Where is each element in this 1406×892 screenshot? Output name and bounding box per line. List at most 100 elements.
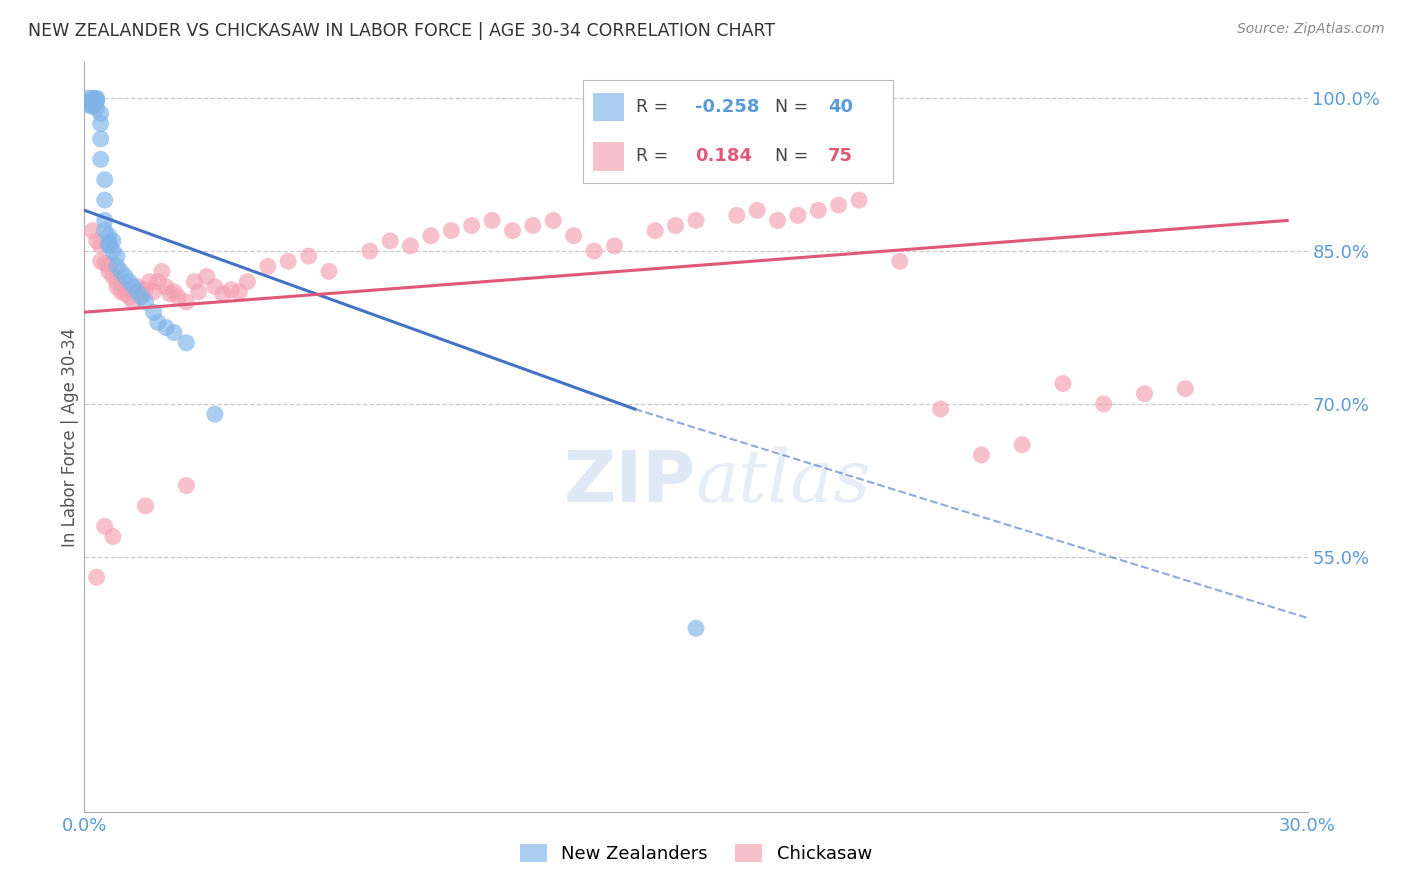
Point [685, 621, 707, 635]
Point [204, 279, 226, 293]
Point [114, 286, 136, 301]
Point [183, 275, 205, 289]
Point [122, 279, 145, 293]
Point [101, 244, 124, 258]
Text: R =: R = [636, 98, 668, 116]
Point [420, 228, 443, 243]
Point [481, 213, 503, 227]
Point [187, 285, 209, 299]
Point [93, 172, 115, 186]
Point [131, 286, 153, 301]
Point [159, 286, 181, 301]
Text: Source: ZipAtlas.com: Source: ZipAtlas.com [1237, 22, 1385, 37]
Point [163, 326, 186, 340]
Text: R =: R = [636, 147, 668, 165]
Point [257, 260, 280, 274]
Point [97, 235, 120, 250]
Point [359, 244, 381, 258]
Point [155, 279, 177, 293]
Point [174, 295, 197, 310]
Point [127, 285, 149, 299]
Text: -0.258: -0.258 [695, 98, 759, 116]
Point [889, 254, 911, 268]
Point [101, 234, 124, 248]
Point [146, 315, 169, 329]
Point [970, 448, 993, 462]
Point [105, 279, 128, 293]
Point [766, 213, 789, 227]
Text: 0.184: 0.184 [695, 147, 752, 165]
Point [93, 256, 115, 270]
Point [174, 478, 197, 492]
Point [86, 234, 108, 248]
Point [97, 228, 120, 243]
FancyBboxPatch shape [593, 93, 624, 121]
Point [86, 91, 108, 105]
Point [93, 213, 115, 227]
Point [90, 153, 112, 167]
Point [135, 283, 157, 297]
Point [155, 320, 177, 334]
Point [174, 335, 197, 350]
Point [929, 402, 952, 417]
Point [90, 132, 112, 146]
Point [114, 269, 136, 284]
Text: 40: 40 [828, 98, 853, 116]
Point [86, 94, 108, 108]
Point [135, 295, 157, 310]
Point [97, 239, 120, 253]
Point [1174, 382, 1197, 396]
Point [195, 269, 218, 284]
Point [82, 93, 104, 107]
Point [90, 254, 112, 268]
Point [82, 91, 104, 105]
Point [562, 228, 585, 243]
Point [101, 529, 124, 543]
Legend: New Zealanders, Chickasaw: New Zealanders, Chickasaw [513, 837, 879, 870]
Point [131, 290, 153, 304]
Point [118, 290, 141, 304]
Point [142, 285, 165, 299]
Point [122, 295, 145, 310]
Text: atlas: atlas [696, 447, 872, 517]
Point [105, 275, 128, 289]
Point [603, 239, 626, 253]
Point [1011, 438, 1033, 452]
Point [110, 264, 132, 278]
Point [807, 203, 830, 218]
Text: N =: N = [775, 98, 808, 116]
Point [644, 224, 666, 238]
Point [86, 570, 108, 584]
Point [105, 249, 128, 263]
Text: 75: 75 [828, 147, 853, 165]
Point [399, 239, 422, 253]
Point [86, 92, 108, 106]
Point [219, 283, 242, 297]
Text: N =: N = [775, 147, 808, 165]
Point [228, 285, 250, 299]
Point [787, 208, 810, 222]
Point [82, 95, 104, 110]
Point [93, 519, 115, 533]
Point [138, 275, 160, 289]
Point [277, 254, 299, 268]
Point [685, 213, 707, 227]
Point [150, 264, 173, 278]
Point [522, 219, 544, 233]
Point [86, 101, 108, 115]
Point [93, 193, 115, 207]
Point [90, 106, 112, 120]
Point [1052, 376, 1074, 391]
Point [105, 260, 128, 274]
Point [93, 224, 115, 238]
Point [110, 285, 132, 299]
Point [212, 286, 235, 301]
Point [82, 97, 104, 112]
Point [725, 208, 748, 222]
Point [1092, 397, 1115, 411]
Point [583, 244, 606, 258]
Point [114, 283, 136, 297]
Text: NEW ZEALANDER VS CHICKASAW IN LABOR FORCE | AGE 30-34 CORRELATION CHART: NEW ZEALANDER VS CHICKASAW IN LABOR FORC… [28, 22, 775, 40]
Point [502, 224, 524, 238]
Point [318, 264, 340, 278]
